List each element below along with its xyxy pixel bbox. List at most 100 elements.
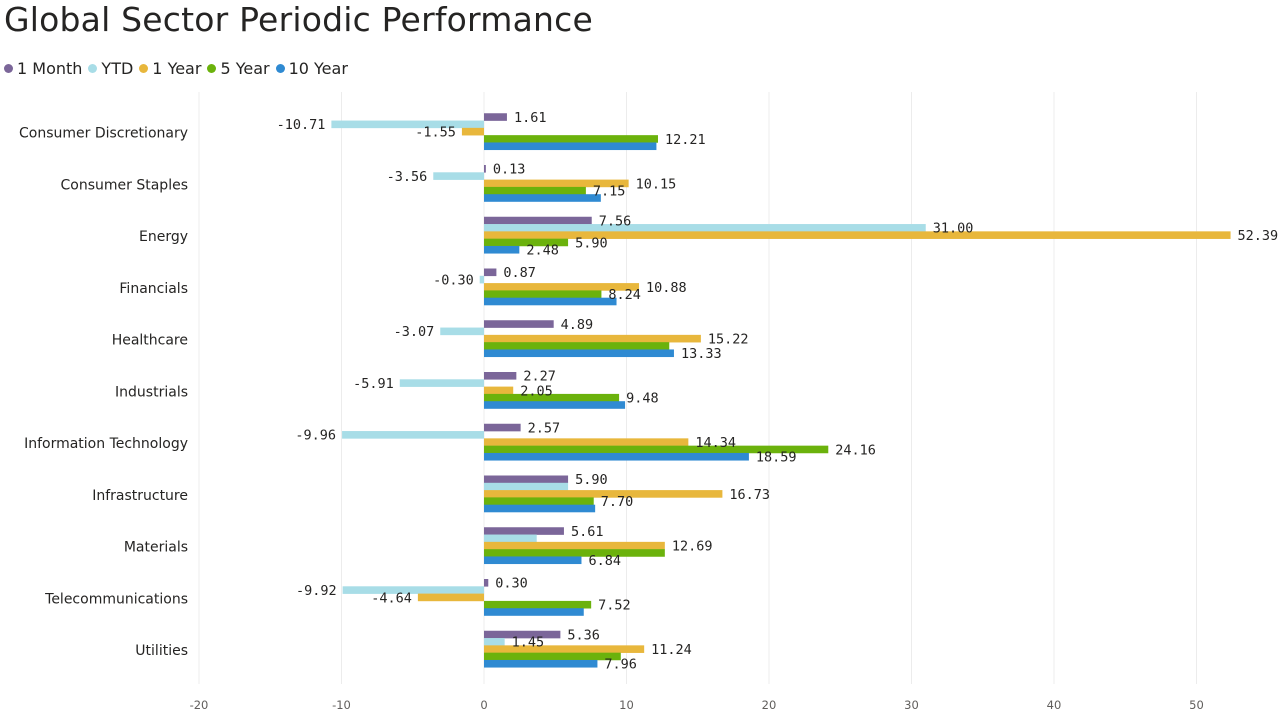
legend-marker	[139, 63, 149, 73]
bar[interactable]	[342, 586, 484, 594]
bar[interactable]	[484, 186, 586, 195]
bar[interactable]	[484, 135, 658, 143]
bar[interactable]	[484, 541, 665, 550]
bar[interactable]	[484, 268, 497, 277]
category-label: Information Technology	[24, 436, 188, 452]
legend-marker	[88, 63, 98, 73]
bar[interactable]	[484, 372, 517, 380]
data-label: 18.59	[756, 450, 797, 466]
data-label: 2.57	[528, 420, 561, 436]
bar[interactable]	[484, 216, 592, 225]
legend-marker	[275, 63, 285, 73]
x-tick-label: 10	[619, 698, 634, 712]
bar[interactable]	[484, 630, 561, 639]
data-label: 1.45	[512, 635, 545, 651]
bar[interactable]	[484, 452, 749, 461]
bar[interactable]	[484, 393, 620, 402]
bar[interactable]	[484, 349, 674, 358]
bar[interactable]	[484, 290, 602, 298]
x-tick-label: 0	[480, 698, 487, 712]
data-label: -3.56	[387, 169, 428, 185]
legend-item[interactable]: 1 Month	[4, 59, 82, 78]
bar[interactable]	[484, 652, 621, 661]
data-label: 24.16	[835, 442, 876, 458]
bar[interactable]	[484, 608, 584, 616]
bar[interactable]	[484, 142, 657, 151]
legend-label: 1 Month	[17, 58, 83, 78]
bar[interactable]	[484, 386, 514, 395]
data-label: -0.30	[433, 272, 474, 288]
bar[interactable]	[484, 645, 645, 653]
bar[interactable]	[484, 194, 601, 202]
x-tick-label: -20	[190, 698, 209, 712]
bar[interactable]	[331, 120, 484, 129]
data-label: 7.52	[598, 598, 631, 614]
bar[interactable]	[484, 549, 665, 557]
legend-item[interactable]: 5 Year	[207, 59, 270, 78]
bar[interactable]	[484, 342, 670, 350]
legend-item[interactable]: 10 Year	[275, 58, 348, 78]
data-label: 9.48	[626, 391, 659, 407]
data-label: 1.61	[514, 110, 547, 126]
data-label: 8.24	[608, 287, 641, 303]
bar[interactable]	[484, 179, 629, 188]
bar[interactable]	[484, 320, 554, 328]
bar[interactable]	[484, 297, 617, 306]
bar[interactable]	[440, 327, 484, 336]
bar[interactable]	[484, 497, 594, 505]
category-label: Consumer Staples	[61, 177, 188, 193]
data-label: 5.90	[575, 472, 608, 488]
legend-label: 10 Year	[288, 58, 348, 78]
bar[interactable]	[484, 245, 520, 254]
bar[interactable]	[417, 593, 484, 602]
x-tick-label: -10	[332, 698, 351, 712]
bar[interactable]	[484, 659, 598, 668]
bar[interactable]	[484, 165, 486, 173]
bar[interactable]	[484, 600, 592, 609]
bar[interactable]	[399, 379, 484, 387]
bar[interactable]	[461, 127, 484, 136]
bar[interactable]	[484, 238, 569, 247]
bar[interactable]	[484, 556, 582, 565]
data-label: 7.15	[593, 184, 626, 200]
data-label: 5.36	[567, 627, 600, 643]
bar[interactable]	[484, 438, 689, 446]
data-label: 2.27	[523, 369, 556, 385]
bar[interactable]	[484, 283, 640, 291]
bar[interactable]	[342, 431, 484, 439]
bar[interactable]	[484, 224, 926, 232]
data-label: -4.64	[371, 590, 412, 606]
legend-marker	[4, 63, 13, 73]
data-label: 7.56	[599, 213, 632, 229]
data-label: 0.87	[503, 265, 536, 281]
data-label: 2.05	[520, 383, 553, 399]
legend-item[interactable]: 1 Year	[139, 59, 201, 78]
bar[interactable]	[484, 334, 701, 343]
category-label: Infrastructure	[92, 488, 188, 504]
bar[interactable]	[484, 504, 596, 513]
category-label: Materials	[124, 540, 188, 556]
bar[interactable]	[484, 482, 569, 491]
bar[interactable]	[484, 475, 569, 484]
bar[interactable]	[479, 275, 484, 284]
legend-label: YTD	[101, 58, 134, 78]
bar[interactable]	[433, 172, 484, 180]
legend-label: 1 Year	[152, 58, 202, 78]
bar[interactable]	[484, 401, 626, 409]
gridlines	[198, 92, 1197, 684]
data-labels: 1.61 -10.71 -1.55 12.21 0.13 -3.56 10.15 7.15 7.…	[277, 110, 1279, 673]
data-label: 12.21	[665, 132, 706, 148]
bar[interactable]	[484, 490, 723, 498]
category-label: Industrials	[115, 384, 188, 400]
bar[interactable]	[484, 231, 1231, 239]
bar[interactable]	[484, 445, 829, 454]
bar[interactable]	[484, 579, 489, 587]
legend-item[interactable]: YTD	[88, 59, 133, 78]
data-label: 5.61	[571, 524, 604, 540]
chart-title: Global Sector Periodic Performance	[4, 0, 593, 39]
bar[interactable]	[484, 423, 521, 432]
bar[interactable]	[484, 534, 537, 543]
bar[interactable]	[484, 527, 564, 535]
bar[interactable]	[484, 113, 507, 121]
bar[interactable]	[484, 638, 505, 646]
